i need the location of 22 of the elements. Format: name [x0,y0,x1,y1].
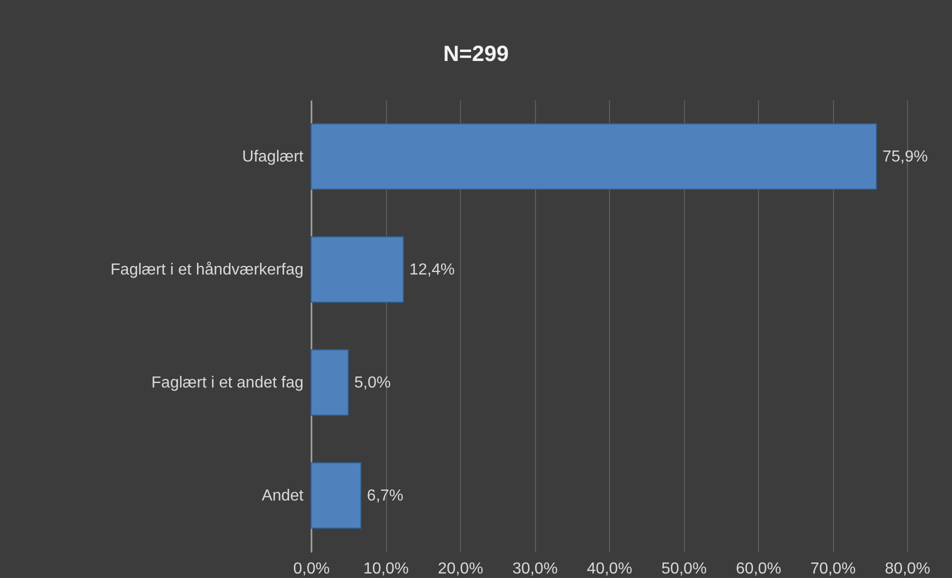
y-tick-label: Faglært i et håndværkerfag [110,262,304,278]
x-tick-label: 80,0% [884,560,930,578]
y-tick-label: Ufaglært [242,148,304,166]
y-tick-label: Faglært i et andet fag [151,374,304,392]
bar [310,123,877,190]
x-tick-label: 0,0% [293,560,330,578]
x-tick-label: 60,0% [736,560,782,578]
x-tick-label: 50,0% [661,560,707,578]
x-tick-label: 30,0% [512,560,558,578]
data-label: 5,0% [354,374,391,392]
x-tick-label: 20,0% [438,560,484,578]
bar [310,462,362,529]
data-label: 12,4% [409,262,455,278]
data-label: 75,9% [882,148,928,166]
y-tick-label: Andet [262,488,304,504]
x-tick-label: 70,0% [810,560,856,578]
bar [310,236,404,303]
chart-title: N=299 [443,41,509,66]
bar [310,349,349,416]
data-label: 6,7% [366,488,404,504]
x-tick-label: 10,0% [363,560,409,578]
x-tick-label: 40,0% [586,560,632,578]
